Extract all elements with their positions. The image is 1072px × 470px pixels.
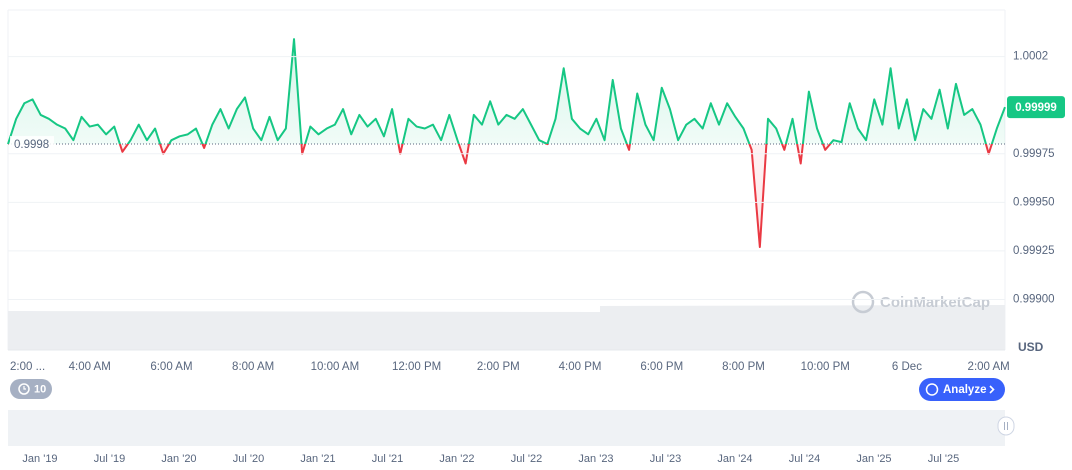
volume-band [8, 305, 1005, 350]
x-tick-label: 4:00 PM [559, 361, 602, 373]
interval-badge[interactable]: 10 [10, 379, 52, 399]
x-tick-label: 8:00 PM [722, 361, 765, 373]
baseline-label: 0.9998 [14, 139, 49, 151]
x-tick-label: 4:00 AM [69, 361, 111, 373]
analyze-text: Analyze [943, 384, 986, 396]
navigator-handle[interactable] [997, 416, 1015, 436]
navigator-label: Jan '23 [578, 453, 613, 465]
x-tick-label: 6 Dec [892, 361, 922, 373]
y-tick-label: 0.99975 [1013, 148, 1055, 160]
navigator-label: Jan '20 [161, 453, 196, 465]
navigator-label: Jul '23 [650, 453, 681, 465]
price-badge [1007, 96, 1065, 119]
badge-text: 10 [34, 383, 46, 395]
navigator-label: Jul '20 [233, 453, 264, 465]
navigator-label: Jul '22 [511, 453, 542, 465]
navigator-label: Jan '22 [439, 453, 474, 465]
badge-bg [10, 379, 52, 399]
price-badge-text: 0.99999 [1015, 102, 1057, 114]
navigator-label: Jan '19 [22, 453, 57, 465]
plot: 0.9998 0.99999 [7, 38, 1065, 249]
navigator-label: Jul '19 [94, 453, 125, 465]
watermark: CoinMarketCap [851, 290, 990, 314]
watermark-text: CoinMarketCap [880, 294, 990, 311]
x-tick-label: 2:00 AM [968, 361, 1010, 373]
y-tick-label: 0.99950 [1013, 196, 1055, 208]
analyze-chevron [989, 385, 995, 394]
price-line [7, 38, 1006, 249]
navigator-label: Jul '24 [789, 453, 820, 465]
navigator-label: Jul '21 [372, 453, 403, 465]
navigator-grip [1004, 422, 1008, 430]
navigator-label: Jan '25 [856, 453, 891, 465]
x-tick-label: 10:00 PM [801, 361, 850, 373]
baseline-label-bg [10, 136, 54, 153]
y-tick-label: 0.99900 [1013, 294, 1055, 306]
x-tick-label: 6:00 PM [640, 361, 683, 373]
badge-clock-hands [23, 386, 26, 390]
x-tick-label: 12:00 PM [392, 361, 441, 373]
area-fill [8, 39, 1005, 248]
analyze-bg [919, 378, 1005, 401]
x-tick-label: 10:00 AM [311, 361, 360, 373]
navigator-label: Jul '25 [928, 453, 959, 465]
navigator-label: Jan '24 [717, 453, 752, 465]
x-tick-label: 2:00 ... [10, 361, 45, 373]
badge-clock [18, 383, 30, 395]
analyze-icon [925, 383, 939, 396]
navigator[interactable] [8, 410, 1005, 446]
x-tick-label: 2:00 PM [477, 361, 520, 373]
y-tick-label: 0.99925 [1013, 245, 1055, 257]
x-tick-label: 6:00 AM [150, 361, 192, 373]
watermark-logo [851, 290, 875, 314]
x-tick-label: 8:00 AM [232, 361, 274, 373]
navigator-label: Jan '21 [300, 453, 335, 465]
y-tick-label: 1.0002 [1013, 51, 1048, 63]
currency-label: USD [1018, 340, 1044, 354]
analyze-button[interactable]: Analyze [919, 378, 1005, 401]
